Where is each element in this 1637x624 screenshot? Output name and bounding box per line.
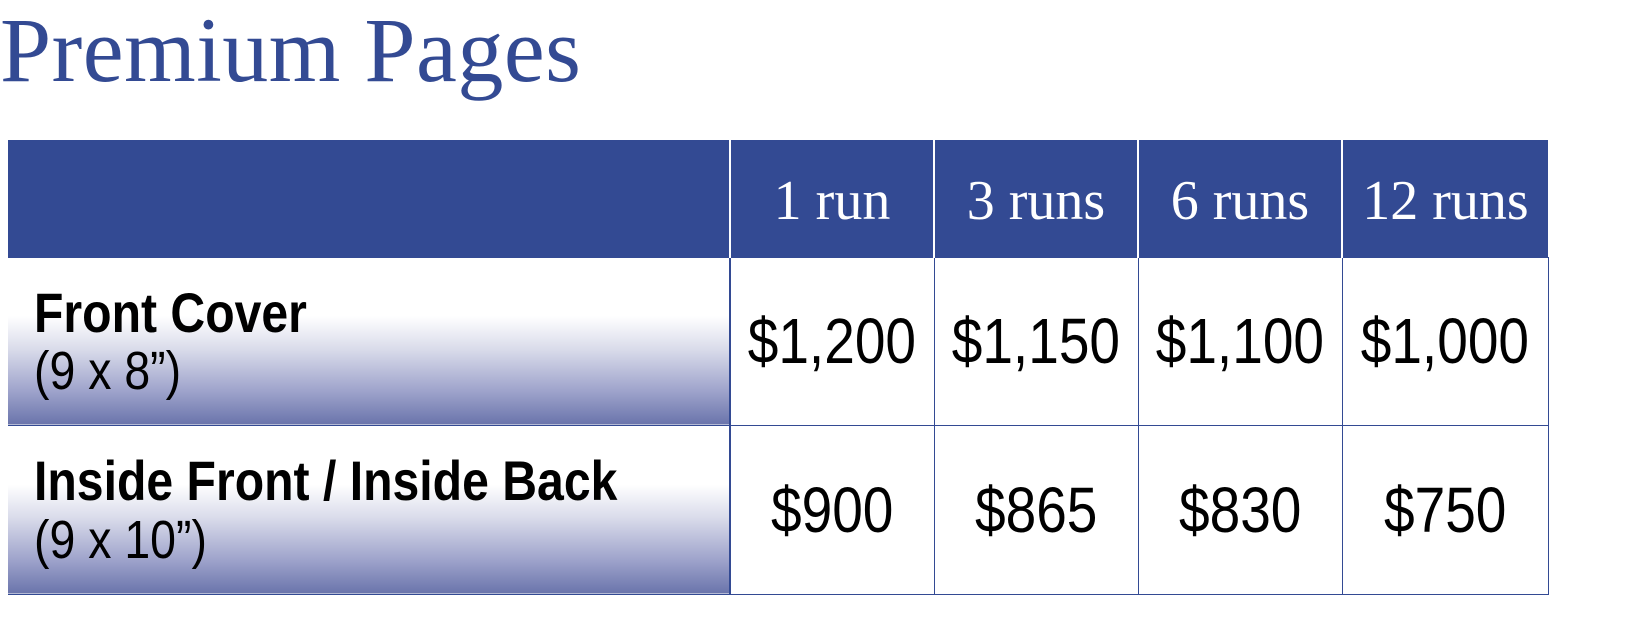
price-cell: $830 (1137, 424, 1343, 595)
price-value: $865 (974, 473, 1098, 546)
column-header-6-runs: 6 runs (1137, 140, 1342, 257)
row-label-name: Inside Front / Inside Back (34, 449, 618, 513)
row-label-size: (9 x 8”) (34, 341, 182, 402)
price-cell: $1,100 (1137, 256, 1343, 426)
column-header-12-runs: 12 runs (1341, 140, 1548, 257)
price-value: $1,100 (1155, 305, 1325, 377)
column-header-1-run: 1 run (729, 140, 934, 257)
premium-pages-rate-table: 1 run 3 runs 6 runs 12 runs Front Cover … (8, 140, 1549, 595)
table-row: Front Cover (9 x 8”) $1,200 $1,150 $1,10… (8, 256, 1549, 426)
row-label-inside-front-back: Inside Front / Inside Back (9 x 10”) (8, 424, 731, 595)
price-cell: $1,150 (933, 256, 1139, 426)
price-value: $1,000 (1360, 305, 1530, 377)
row-label-name: Front Cover (34, 280, 307, 344)
row-label-size: (9 x 10”) (34, 509, 207, 570)
header-blank-cell (8, 140, 730, 257)
price-value: $1,200 (748, 305, 917, 377)
price-value: $1,150 (951, 305, 1121, 377)
page-title: Premium Pages (0, 0, 582, 101)
row-label-front-cover: Front Cover (9 x 8”) (8, 256, 731, 426)
table-row: Inside Front / Inside Back (9 x 10”) $90… (8, 424, 1549, 595)
column-header-3-runs: 3 runs (933, 140, 1138, 257)
price-value: $750 (1383, 473, 1507, 546)
table-header-row: 1 run 3 runs 6 runs 12 runs (8, 140, 1548, 257)
price-cell: $1,000 (1341, 256, 1549, 426)
price-cell: $750 (1341, 424, 1549, 595)
price-cell: $1,200 (729, 256, 935, 426)
price-cell: $900 (729, 424, 935, 595)
price-value: $900 (771, 473, 894, 546)
price-value: $830 (1178, 473, 1302, 546)
price-cell: $865 (933, 424, 1139, 595)
